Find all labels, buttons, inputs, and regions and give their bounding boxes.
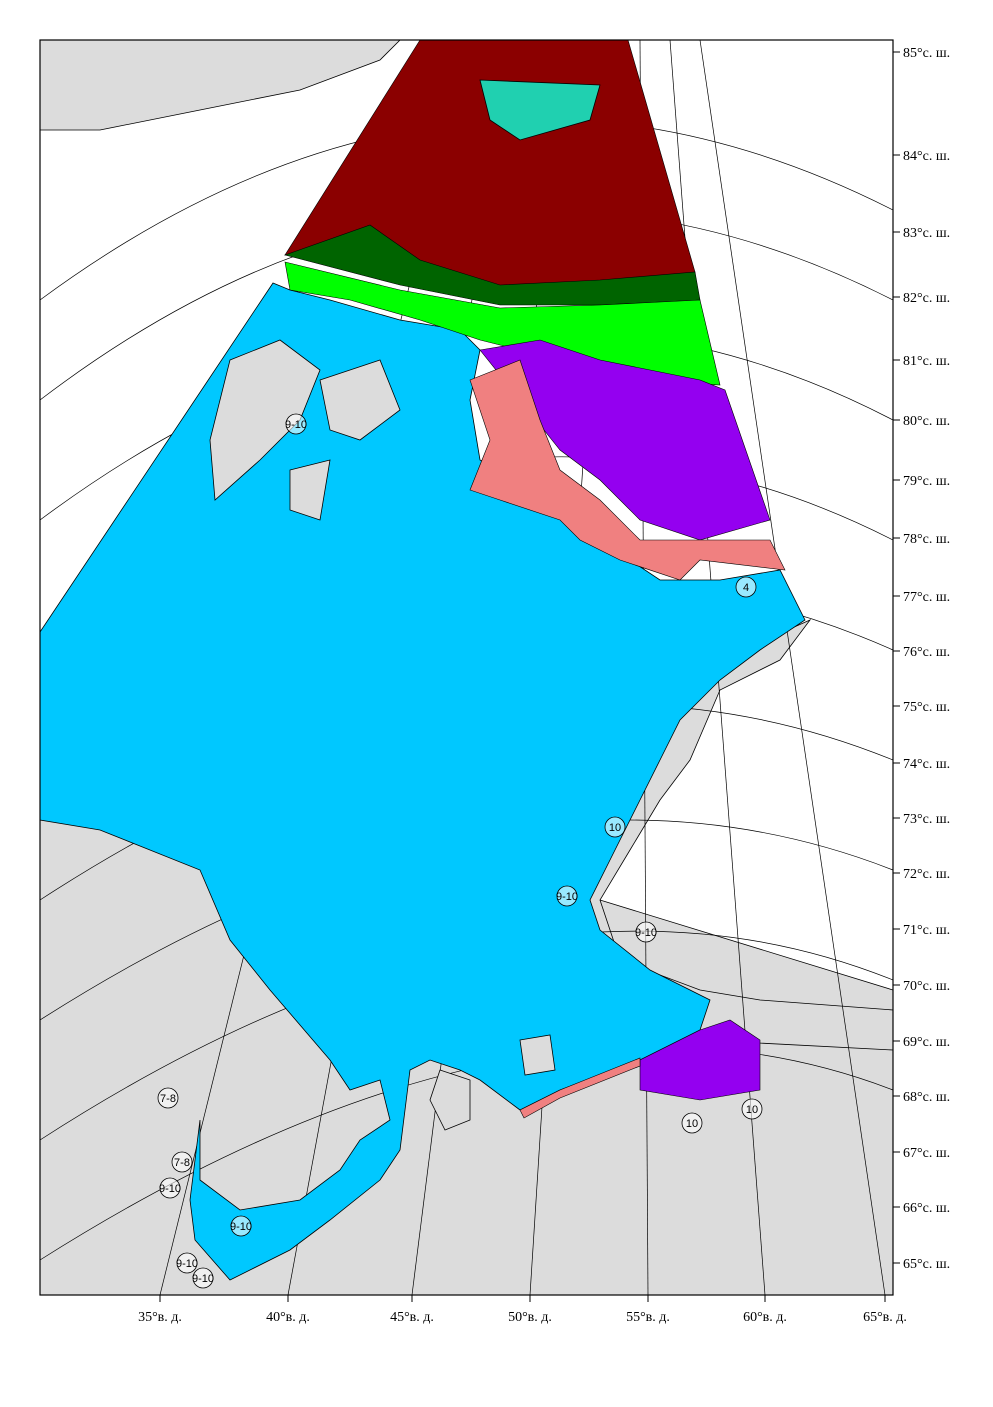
- bottom-pink-ice: [519, 1057, 641, 1119]
- latitude-label: 77°с. ш.: [903, 590, 950, 605]
- annotation-circle: [604, 816, 626, 838]
- longitude-label: 50°в. д.: [508, 1310, 552, 1325]
- annotation-label: 9-10: [176, 1258, 198, 1270]
- annotation-circle: [157, 1087, 179, 1109]
- latitude-label: 73°с. ш.: [903, 812, 950, 827]
- annotation-label: 7-8: [174, 1157, 190, 1169]
- annotation-circle: [159, 1177, 181, 1199]
- latitude-label: 85°с. ш.: [903, 46, 950, 61]
- annotation-label: 4: [743, 582, 749, 594]
- latitude-label: 72°с. ш.: [903, 867, 950, 882]
- latitude-label: 82°с. ш.: [903, 291, 950, 306]
- latitude-label: 67°с. ш.: [903, 1146, 950, 1161]
- latitude-label: 75°с. ш.: [903, 700, 950, 715]
- annotation-circle: [171, 1151, 193, 1173]
- longitude-label: 40°в. д.: [266, 1310, 310, 1325]
- annotation-circle: [681, 1112, 703, 1134]
- bottom-purple-ice: [639, 1019, 761, 1101]
- dark-green-ice: [283, 224, 701, 306]
- latitude-label: 65°с. ш.: [903, 1257, 950, 1272]
- annotation-circle: [635, 921, 657, 943]
- annotation-circle: [230, 1215, 252, 1237]
- latitude-label: 71°с. ш.: [903, 923, 950, 938]
- annotation-label: 10: [746, 1104, 758, 1116]
- annotation-label: 9-10: [285, 419, 307, 431]
- annotation-label: 10: [686, 1118, 698, 1130]
- latitude-label: 78°с. ш.: [903, 532, 950, 547]
- longitude-label: 55°в. д.: [626, 1310, 670, 1325]
- annotation-label: 10: [609, 822, 621, 834]
- annotation-circle: [192, 1267, 214, 1289]
- latitude-label: 80°с. ш.: [903, 414, 950, 429]
- annotation-label: 7-8: [160, 1093, 176, 1105]
- annotation-circle: [556, 885, 578, 907]
- latitude-label: 74°с. ш.: [903, 757, 950, 772]
- latitude-label: 76°с. ш.: [903, 645, 950, 660]
- purple-ice: [479, 339, 771, 541]
- map-frame: [39, 39, 894, 1296]
- longitude-label: 65°в. д.: [863, 1310, 907, 1325]
- annotation-label: 9-10: [159, 1183, 181, 1195]
- axis-labels: 85°с. ш. 84°с. ш. 83°с. ш. 82°с. ш. 81°с. ш.…: [138, 46, 950, 1325]
- annotation-label: 9-10: [230, 1221, 252, 1233]
- pink-ice: [469, 359, 786, 581]
- latitude-label: 70°с. ш.: [903, 979, 950, 994]
- latitude-label: 68°с. ш.: [903, 1090, 950, 1105]
- annotations: 10 10 10 4 9-10 9-10 9-10 9-10 9-10 9-10 9-10 7-8 7-…: [157, 413, 763, 1289]
- latitude-label: 83°с. ш.: [903, 226, 950, 241]
- latitude-label: 66°с. ш.: [903, 1201, 950, 1216]
- longitude-label: 45°в. д.: [390, 1310, 434, 1325]
- annotation-circle: [285, 413, 307, 435]
- longitude-label: 35°в. д.: [138, 1310, 182, 1325]
- annotation-label: 9-10: [556, 891, 578, 903]
- annotation-circle: [176, 1252, 198, 1274]
- longitude-label: 60°в. д.: [743, 1310, 787, 1325]
- latitude-label: 84°с. ш.: [903, 149, 950, 164]
- latitude-label: 69°с. ш.: [903, 1035, 950, 1050]
- latitude-label: 79°с. ш.: [903, 474, 950, 489]
- latitude-label: 81°с. ш.: [903, 354, 950, 369]
- islands: [209, 79, 601, 1131]
- annotation-circle: [735, 576, 757, 598]
- annotation-label: 9-10: [192, 1273, 214, 1285]
- annotation-circle: [741, 1098, 763, 1120]
- annotation-label: 9-10: [635, 927, 657, 939]
